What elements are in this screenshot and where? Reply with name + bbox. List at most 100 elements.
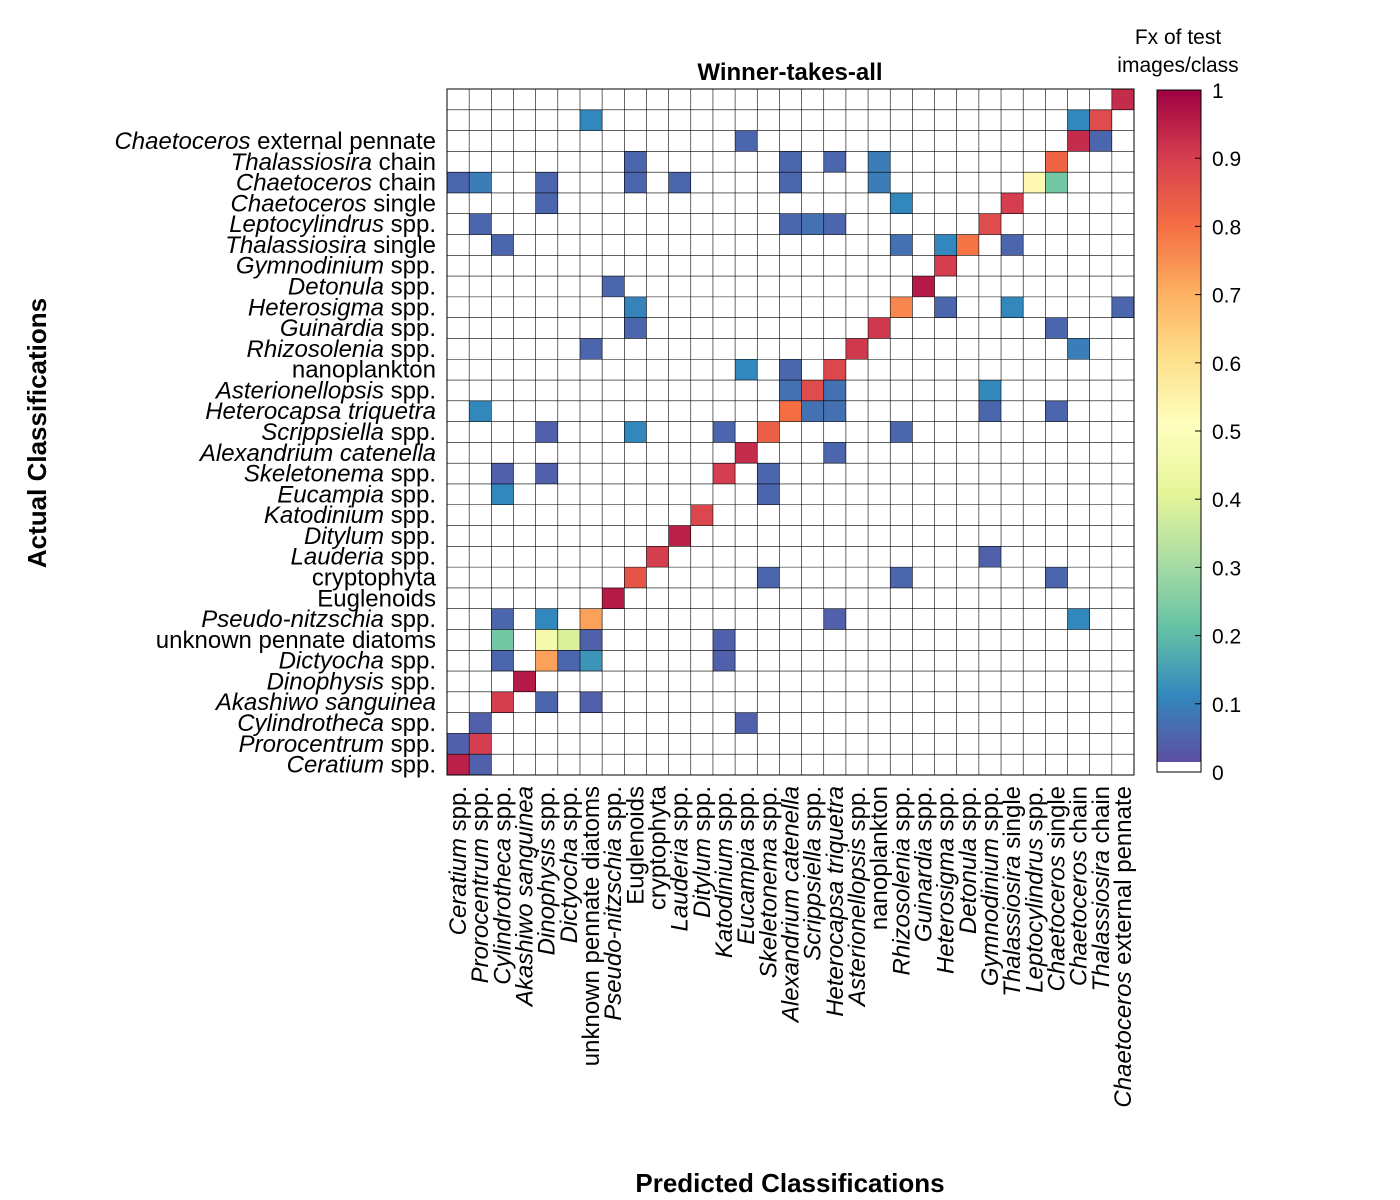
heatmap-cell: [801, 400, 824, 422]
x-tick-label: Cylindrotheca spp.: [489, 786, 516, 985]
x-tick-label: Pseudo-nitzschia spp.: [600, 786, 627, 1021]
x-tick-label: Lauderia spp.: [667, 786, 694, 931]
x-tick-label: Heterosigma spp.: [933, 786, 960, 974]
heatmap-cell: [823, 608, 846, 630]
colorbar-tick-label: 0.9: [1212, 148, 1241, 171]
heatmap-cell: [491, 463, 514, 484]
y-tick-label: Chaetoceros chain: [236, 170, 436, 197]
heatmap-cell: [779, 380, 802, 401]
heatmap-cell: [1111, 296, 1134, 318]
heatmap-cell: [823, 400, 846, 422]
heatmap-cell: [890, 192, 913, 214]
heatmap-cell: [801, 213, 824, 235]
x-tick-label: Detonula spp.: [955, 786, 982, 934]
x-tick-label: Prorocentrum spp.: [467, 786, 494, 983]
heatmap-cell: [757, 483, 780, 505]
heatmap-cell: [1045, 151, 1068, 173]
heatmap-cell: [1111, 89, 1134, 110]
heatmap-cell: [491, 483, 514, 505]
x-tick-label: nanoplankton: [866, 786, 893, 930]
x-tick-label: Dinophysis spp.: [534, 786, 561, 955]
heatmap-cell: [690, 504, 713, 526]
y-tick-label: Akashiwo sanguinea: [214, 689, 436, 716]
x-tick-label: Katodinium spp.: [711, 786, 738, 958]
heatmap-cell: [735, 359, 758, 381]
y-tick-label: Pseudo-nitzschia spp.: [201, 606, 436, 633]
heatmap-cell: [469, 400, 492, 422]
x-tick-label: unknown pennate diatoms: [578, 786, 605, 1066]
heatmap-cell: [735, 712, 758, 734]
heatmap-cells: [447, 89, 1134, 775]
x-tick-label: Leptocylindrus spp.: [1021, 786, 1048, 993]
heatmap-cell: [868, 317, 891, 339]
colorbar-tick-label: 0.8: [1212, 216, 1241, 239]
heatmap-cell: [1045, 400, 1068, 422]
x-tick-label: Thalassiosira single: [999, 786, 1026, 997]
heatmap-cell: [890, 567, 913, 588]
plot-frame: [446, 88, 1135, 776]
x-tick-label: Euglenoids: [622, 786, 649, 905]
y-tick-label: Chaetoceros external pennate: [114, 128, 436, 155]
x-tick-labels: Ceratium spp.Prorocentrum spp.Cylindroth…: [445, 785, 1137, 1107]
heatmap-cell: [757, 421, 780, 443]
heatmap-cell: [668, 172, 691, 193]
heatmap-cell: [491, 608, 514, 630]
heatmap-cell: [513, 671, 536, 692]
x-tick-label: Eucampia spp.: [733, 786, 760, 945]
heatmap-cell: [779, 213, 802, 235]
heatmap-cell: [1067, 109, 1090, 131]
y-tick-label: Eucampia spp.: [277, 481, 436, 508]
colorbar-tick-label: 1: [1212, 80, 1224, 103]
heatmap-cell: [868, 151, 891, 173]
heatmap-cell: [823, 151, 846, 173]
y-tick-label: Dictyocha spp.: [279, 648, 436, 675]
heatmap-cell: [624, 317, 647, 339]
x-tick-label: Gymnodinium spp.: [977, 786, 1004, 986]
heatmap-cell: [978, 213, 1002, 235]
heatmap-cell: [535, 650, 558, 672]
colorbar-tick-label: 0.7: [1212, 285, 1241, 308]
heatmap-cell: [624, 172, 647, 193]
heatmap-cell: [978, 546, 1002, 568]
y-tick-label: Thalassiosira chain: [231, 149, 436, 176]
colorbar-label: Fx of test images/class: [1117, 26, 1238, 77]
heatmap-cell: [1089, 109, 1112, 131]
heatmap-cell: [624, 567, 647, 588]
colorbar-ticks: 0 0.1 0.2 0.3 0.4 0.5 0.6 0.7 0.8 0.9 1: [1195, 80, 1242, 785]
colorbar-tick-label: 0.3: [1212, 557, 1241, 580]
heatmap-cell: [890, 296, 913, 318]
y-tick-label: Guinardia spp.: [280, 315, 436, 342]
heatmap-cell: [579, 608, 603, 630]
colorbar-tick-label: 0.4: [1212, 489, 1242, 512]
heatmap-cell: [1023, 172, 1046, 193]
heatmap-cell: [779, 400, 802, 422]
heatmap-cell: [469, 754, 492, 775]
x-tick-label: Scrippsiella spp.: [800, 786, 827, 961]
heatmap-cell: [469, 172, 492, 193]
y-tick-label: Lauderia spp.: [291, 544, 436, 571]
heatmap-cell: [557, 629, 580, 651]
y-tick-label: Ditylum spp.: [304, 523, 436, 550]
y-tick-label: Prorocentrum spp.: [239, 731, 436, 758]
heatmap-cell: [1067, 608, 1090, 630]
heatmap-cell: [469, 733, 492, 755]
heatmap-cell: [779, 172, 802, 193]
heatmap-cell: [845, 338, 869, 360]
heatmap-cell: [491, 629, 514, 651]
heatmap-cell: [668, 525, 691, 547]
y-tick-label: Leptocylindrus spp.: [229, 211, 436, 238]
heatmap-grid: [447, 89, 1134, 775]
y-tick-label: Alexandrium catenella: [198, 440, 436, 467]
y-tick-label: Asterionellopsis spp.: [214, 377, 436, 404]
heatmap-cell: [447, 172, 470, 193]
y-tick-label: unknown pennate diatoms: [156, 627, 436, 654]
heatmap-cell: [934, 296, 957, 318]
colorbar-tick-label: 0.6: [1212, 353, 1241, 376]
heatmap-cell: [491, 691, 514, 713]
heatmap-cell: [646, 546, 669, 568]
x-tick-label: Skeletonema spp.: [755, 786, 782, 978]
heatmap-cell: [1001, 192, 1024, 214]
heatmap-cell: [491, 234, 514, 256]
heatmap-cell: [712, 463, 736, 484]
